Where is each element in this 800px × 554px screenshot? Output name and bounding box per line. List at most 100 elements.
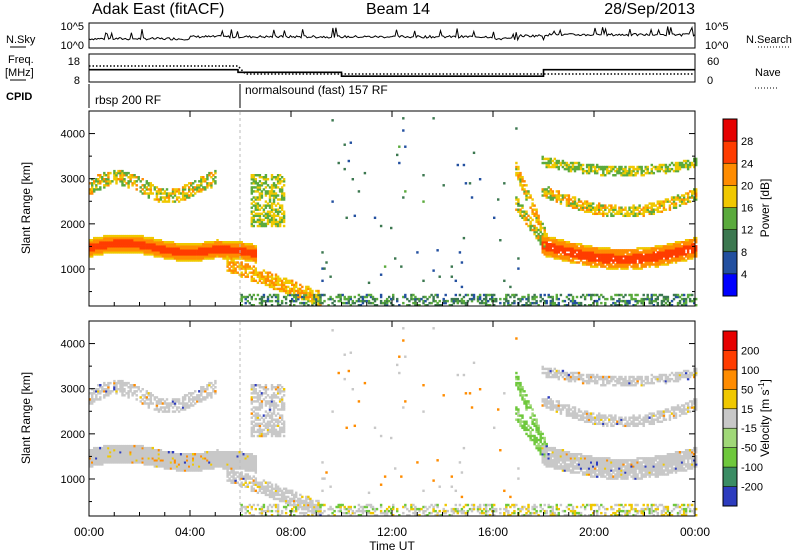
power-cell xyxy=(596,249,599,252)
power-cell xyxy=(676,163,680,167)
power-cell xyxy=(695,161,698,165)
velocity-cell xyxy=(250,477,254,480)
power-cell xyxy=(634,255,637,258)
power-cell xyxy=(695,194,698,197)
power-cell xyxy=(668,206,672,209)
power-cell xyxy=(264,277,268,281)
power-cell xyxy=(125,234,128,238)
velocity-cell xyxy=(105,461,108,464)
power-cell xyxy=(107,241,110,244)
power-cell xyxy=(686,165,690,169)
power-cell xyxy=(535,236,538,240)
power-cell xyxy=(543,157,546,161)
velocity-cell xyxy=(157,465,161,468)
power-cell xyxy=(107,245,110,248)
power-cell xyxy=(608,208,611,211)
velocity-cell xyxy=(109,381,112,385)
velocity-cell xyxy=(234,457,237,460)
velocity-cell xyxy=(143,463,146,466)
power-cell xyxy=(123,174,126,177)
power-cell xyxy=(535,301,538,305)
power-cell xyxy=(573,249,577,252)
power-cell xyxy=(608,253,611,256)
power-cell xyxy=(147,243,151,246)
power-cell xyxy=(678,253,682,256)
power-cell xyxy=(179,253,183,256)
power-cell xyxy=(638,257,641,260)
power-cell xyxy=(155,253,159,256)
velocity-cell xyxy=(196,453,199,456)
power-cell xyxy=(311,304,314,307)
power-cell xyxy=(119,176,122,179)
velocity-cell xyxy=(177,406,181,409)
power-cell xyxy=(127,171,130,175)
velocity-cell xyxy=(254,471,258,474)
power-cell xyxy=(658,253,662,256)
power-cell xyxy=(541,247,544,250)
power-cell xyxy=(626,174,629,177)
velocity-heatmap xyxy=(89,327,698,517)
power-cell xyxy=(177,247,181,250)
velocity-cell xyxy=(109,455,112,458)
power-cell xyxy=(436,293,439,297)
power-cell xyxy=(674,243,678,246)
power-cell xyxy=(674,255,678,258)
power-cell xyxy=(674,169,678,173)
power-cell xyxy=(555,163,559,167)
power-cell xyxy=(565,253,569,256)
power-cell xyxy=(242,295,245,299)
power-cell xyxy=(133,249,136,252)
power-cell xyxy=(262,269,266,272)
power-cell xyxy=(151,184,155,187)
power-cell xyxy=(533,224,536,228)
power-cell xyxy=(596,299,599,303)
power-cell xyxy=(573,161,577,165)
power-cell xyxy=(531,198,534,201)
power-cell xyxy=(648,253,651,256)
power-cell xyxy=(632,249,635,252)
power-cell xyxy=(662,249,666,252)
power-cell xyxy=(590,253,593,256)
power-cell xyxy=(179,259,183,262)
power-cell xyxy=(250,216,254,220)
power-cell xyxy=(644,171,647,175)
power-cell xyxy=(196,245,199,248)
power-cell xyxy=(581,171,585,175)
velocity-cell xyxy=(91,398,94,401)
power-cell xyxy=(254,253,258,256)
power-cell xyxy=(563,251,567,254)
power-cell xyxy=(230,243,233,246)
velocity-cell xyxy=(198,453,201,456)
velocity-cell xyxy=(119,381,122,385)
power-cell xyxy=(432,297,435,301)
power-cell xyxy=(575,255,579,258)
power-cell xyxy=(691,251,694,254)
power-cell xyxy=(422,301,425,305)
power-cell xyxy=(555,253,559,256)
velocity-cell xyxy=(246,453,250,456)
velocity-cell xyxy=(131,461,134,464)
power-cell xyxy=(598,263,601,266)
power-cell xyxy=(648,202,651,205)
power-cell xyxy=(674,196,678,199)
power-cell xyxy=(596,247,599,250)
power-cell xyxy=(262,299,266,303)
power-cell xyxy=(626,265,629,268)
velocity-cell xyxy=(198,463,201,466)
power-cell xyxy=(163,247,167,250)
power-cell xyxy=(137,176,140,179)
power-cell xyxy=(561,196,565,199)
power-cell xyxy=(256,281,260,285)
power-cell xyxy=(642,259,645,262)
power-cell xyxy=(141,236,144,240)
power-cell xyxy=(385,297,389,301)
velocity-cell xyxy=(206,459,209,462)
power-cell xyxy=(547,196,550,199)
power-cell xyxy=(682,301,686,305)
power-cell xyxy=(452,297,456,301)
power-cell xyxy=(594,259,597,262)
power-cell xyxy=(541,188,544,191)
power-cell xyxy=(634,257,637,260)
power-cell xyxy=(660,247,664,250)
power-cell xyxy=(206,245,209,248)
